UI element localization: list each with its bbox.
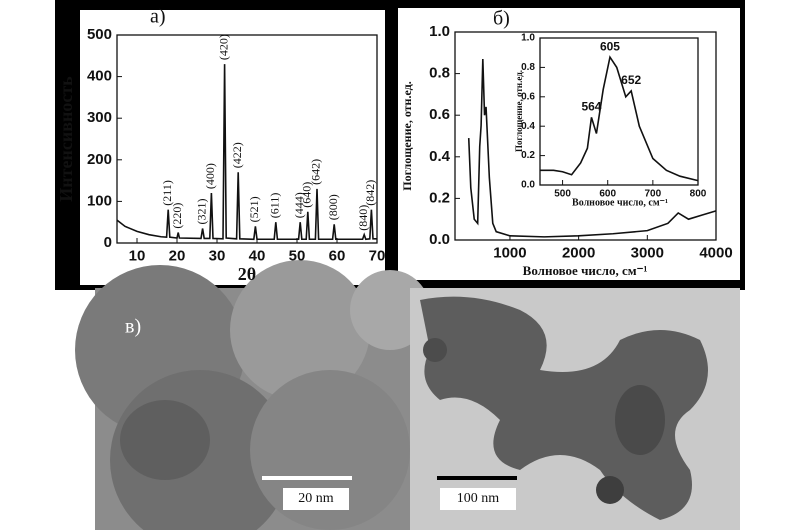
peak-label: (611) [268, 193, 282, 219]
x-tick-label: 1000 [493, 244, 526, 261]
peak-label: (321) [194, 198, 208, 224]
plot-frame [539, 37, 699, 186]
scale-box [440, 488, 516, 510]
y-tick-label: 0.2 [521, 150, 535, 161]
x-tick-label: 500 [554, 189, 571, 200]
y-tick-label: 0.6 [429, 106, 450, 123]
x-tick-label: 800 [690, 189, 707, 200]
y-tick-label: 300 [87, 109, 112, 126]
x-tick-label: 50 [289, 247, 306, 264]
x-tick-label: 60 [329, 247, 346, 264]
plot-frame [116, 34, 378, 244]
peak-label: (422) [230, 142, 244, 168]
x-tick-label: 4000 [699, 244, 732, 261]
y-tick-label: 0 [104, 234, 112, 251]
scale-bar [437, 476, 517, 480]
x-tick-label: 30 [209, 247, 226, 264]
peak-label: 564 [581, 100, 601, 114]
x-tick-label: 20 [169, 247, 186, 264]
scale-box [283, 488, 349, 510]
y-tick-label: 0.6 [521, 91, 535, 102]
peak-label: (840) [356, 205, 370, 231]
data-line [467, 59, 717, 238]
x-tick-label: 600 [599, 189, 616, 200]
y-tick-label: 0.8 [429, 65, 450, 82]
peak-label: (640) [300, 182, 314, 208]
peak-label: (220) [170, 203, 184, 229]
data-line [540, 55, 699, 182]
peak-label: 652 [621, 73, 641, 87]
y-tick-label: 200 [87, 151, 112, 168]
peak-label: (420) [216, 34, 230, 60]
scale-label: 20 nm [298, 491, 334, 506]
peak-label: (800) [326, 194, 340, 220]
peak-label: (444) [292, 192, 306, 218]
panel-label: а) [150, 6, 166, 28]
panel-label: б) [493, 8, 510, 30]
peak-label: 605 [600, 39, 620, 53]
x-tick-label: 10 [129, 247, 146, 264]
data-line [116, 64, 377, 241]
y-tick-label: 1.0 [521, 33, 535, 44]
peak-label: (211) [160, 180, 174, 206]
y-tick-label: 0.0 [521, 180, 535, 191]
x-axis-label: 2θ [238, 264, 256, 284]
x-tick-label: 40 [249, 247, 266, 264]
panel-label: в) [125, 316, 141, 338]
scale-label: 100 nm [457, 491, 500, 506]
y-tick-label: 1.0 [429, 23, 450, 40]
y-tick-label: 400 [87, 68, 112, 85]
y-tick-label: 500 [87, 26, 112, 43]
y-tick-label: 100 [87, 192, 112, 209]
y-tick-label: 0.8 [521, 62, 535, 73]
y-tick-label: 0.4 [429, 148, 451, 165]
x-tick-label: 70 [369, 247, 386, 264]
tem-left [75, 260, 430, 530]
y-axis-label: Поглощение, отн.ед. [400, 81, 414, 190]
y-tick-label: 0.2 [429, 189, 450, 206]
y-tick-label: 0.4 [521, 121, 535, 132]
peak-label: (842) [363, 180, 377, 206]
y-axis-label: Поглощение, отн.ед. [514, 70, 524, 152]
peak-label: (400) [203, 163, 217, 189]
y-tick-label: 0.0 [429, 231, 450, 248]
y-axis-label: Интенсивность [56, 76, 76, 202]
x-axis-label: Волновое число, см⁻¹ [572, 197, 668, 208]
peak-label: (521) [247, 196, 261, 222]
x-axis-label: Волновое число, см⁻¹ [523, 263, 648, 278]
x-tick-label: 2000 [562, 244, 595, 261]
scale-bar [262, 476, 352, 480]
x-tick-label: 3000 [631, 244, 664, 261]
x-tick-label: 700 [645, 189, 662, 200]
peak-label: (642) [309, 159, 323, 185]
